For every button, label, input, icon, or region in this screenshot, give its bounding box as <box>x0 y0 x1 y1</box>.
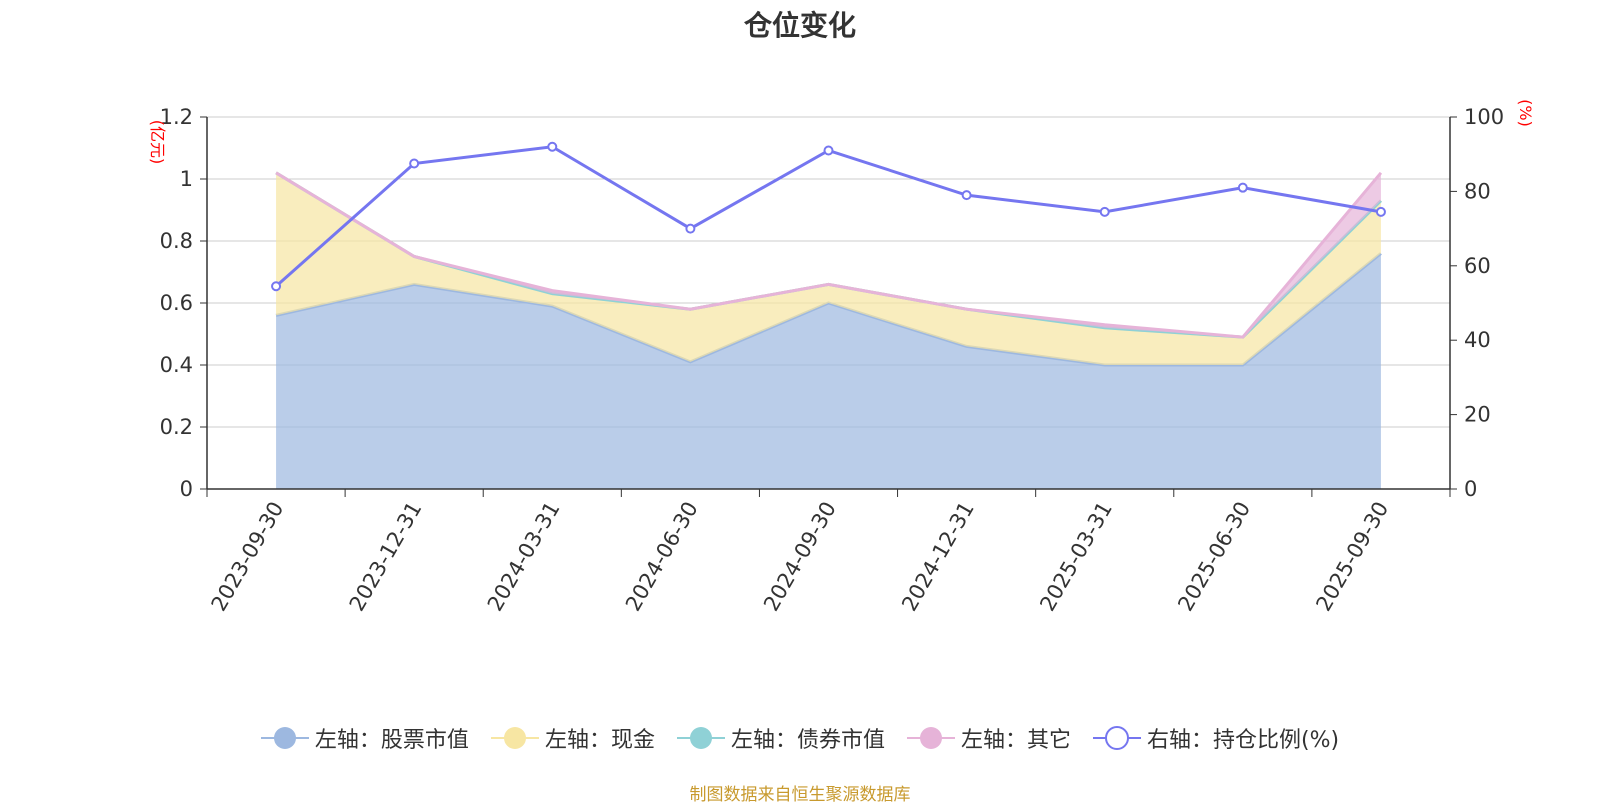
legend-item-cash[interactable]: 左轴：现金 <box>490 722 655 754</box>
x-axis-tick-label: 2025-06-30 <box>1173 498 1255 616</box>
ratio-point <box>823 145 834 156</box>
other-line <box>275 171 1383 339</box>
x-axis-tick-label: 2024-09-30 <box>759 498 841 616</box>
ratio-point <box>961 190 972 201</box>
ratio-point <box>409 158 420 169</box>
legend-item-stock[interactable]: 左轴：股票市值 <box>260 722 469 754</box>
stacked-areas <box>275 171 1383 489</box>
ratio-point <box>547 141 558 152</box>
x-axis-tick-label: 2024-06-30 <box>621 498 703 616</box>
legend-label: 左轴：现金 <box>544 728 655 753</box>
legend: 左轴：股票市值 左轴：现金 左轴：债券市值 左轴：其它 右轴：持仓比例(%) <box>0 722 1600 754</box>
x-axis-tick-label: 2025-09-30 <box>1311 498 1393 616</box>
left-axis-tick-label: 0.4 <box>160 353 193 377</box>
left-axis-tick-label: 1.2 <box>160 105 193 129</box>
left-axis-tick-label: 0.2 <box>160 415 193 439</box>
left-axis-tick-label: 0.8 <box>160 229 193 253</box>
x-axis-tick-label: 2024-03-31 <box>483 498 565 616</box>
legend-label: 右轴：持仓比例(%) <box>1146 728 1340 753</box>
legend-item-other[interactable]: 左轴：其它 <box>906 722 1071 754</box>
source-note: 制图数据来自恒生聚源数据库 <box>689 785 911 805</box>
position-chart: 0 0.2 0.4 0.6 0.8 1 1.2 0 20 40 60 80 100 2023-09-30 2… <box>148 99 1535 616</box>
legend-label: 左轴：股票市值 <box>314 728 469 753</box>
x-axis-tick-label: 2023-12-31 <box>345 497 427 615</box>
x-axis-tick-label: 2025-03-31 <box>1035 498 1117 616</box>
ratio-line <box>271 141 1386 292</box>
right-axis-tick-label: 20 <box>1464 403 1491 427</box>
right-axis-tick-label: 100 <box>1464 105 1504 129</box>
x-axis-tick-label: 2023-09-30 <box>207 498 289 616</box>
stock-area <box>276 253 1381 489</box>
right-axis-unit: (%) <box>1516 99 1535 127</box>
filled-circle-icon <box>906 727 955 749</box>
filled-circle-icon <box>490 727 539 749</box>
legend-item-bond[interactable]: 左轴：债券市值 <box>676 722 885 754</box>
filled-circle-icon <box>260 727 309 749</box>
ratio-point <box>1237 182 1248 193</box>
ratio-point <box>1099 206 1110 217</box>
left-axis-tick-label: 0.6 <box>160 291 193 315</box>
hollow-circle-icon <box>1092 726 1141 750</box>
ratio-point <box>1375 206 1386 217</box>
ratio-point <box>685 223 696 234</box>
legend-label: 左轴：其它 <box>960 728 1071 753</box>
chart-title: 仓位变化 <box>743 9 856 42</box>
ratio-point <box>271 281 282 292</box>
left-axis-tick-label: 0 <box>180 477 193 501</box>
filled-circle-icon <box>676 727 725 749</box>
right-axis-tick-label: 80 <box>1464 179 1491 203</box>
right-axis-tick-label: 0 <box>1464 477 1477 501</box>
legend-label: 左轴：债券市值 <box>730 728 885 753</box>
left-axis-tick-label: 1 <box>180 167 193 191</box>
x-axis-tick-label: 2024-12-31 <box>897 498 979 616</box>
legend-item-ratio[interactable]: 右轴：持仓比例(%) <box>1092 722 1340 754</box>
right-axis-tick-label: 40 <box>1464 328 1491 352</box>
left-axis-unit: (亿元) <box>148 120 167 165</box>
right-axis-tick-label: 60 <box>1464 254 1491 278</box>
